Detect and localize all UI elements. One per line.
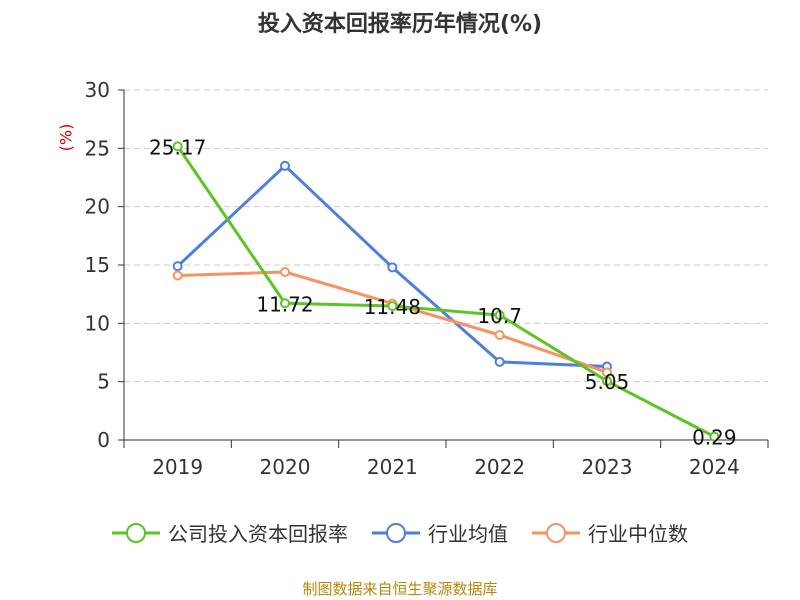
x-tick-label: 2021 [367,455,418,479]
data-point [387,262,398,273]
source-note: 制图数据来自恒生聚源数据库 [302,580,498,598]
y-tick-label: 30 [85,78,110,102]
legend-item[interactable]: 公司投入资本回报率 [112,518,348,547]
legend-label: 行业均值 [428,522,508,546]
chart-title: 投入资本回报率历年情况(%) [257,12,543,37]
legend: 公司投入资本回报率 行业均值 行业中位数 [0,518,800,547]
data-label: 0.29 [692,426,737,450]
data-labels: 25.17 11.72 11.48 10.7 5.05 0.29 [149,135,737,449]
data-point [709,431,720,442]
x-tick-label: 2024 [689,455,740,479]
y-tick-label: 5 [97,370,110,394]
line-chart: 0 5 10 15 20 25 30 2019 2020 2021 2022 2023 2024 25… [85,78,769,479]
series-line [176,145,716,438]
y-tick-label: 25 [85,136,110,160]
grid-lines [124,89,768,383]
legend-label: 公司投入资本回报率 [168,522,348,546]
x-tick-label: 2022 [474,455,525,479]
y-tick-label: 10 [85,311,110,335]
data-point [172,141,183,152]
x-tick-label: 2019 [152,455,203,479]
data-label: 11.48 [364,295,421,319]
data-point [280,267,290,277]
data-label: 5.05 [585,370,630,394]
data-point [280,160,290,171]
data-point [172,261,183,272]
x-tick-labels: 2019 2020 2021 2022 2023 2024 [152,455,740,479]
legend-swatch-icon [532,522,580,543]
x-tick-label: 2020 [260,455,311,479]
legend-swatch-icon [112,522,160,543]
data-label: 25.17 [149,135,206,159]
data-point [494,330,505,340]
y-tick-labels: 0 5 10 15 20 25 30 [85,78,110,452]
y-tick-label: 20 [85,195,110,219]
legend-item[interactable]: 行业中位数 [532,518,688,547]
data-point [494,356,505,367]
axes [118,89,769,448]
data-point [172,270,183,281]
data-label: 11.72 [256,292,313,316]
series-line [177,270,608,374]
data-point [602,376,612,387]
data-point [494,310,505,321]
y-tick-label: 0 [97,428,110,452]
legend-item[interactable]: 行业均值 [372,518,508,547]
legend-swatch-icon [372,522,420,543]
x-tick-label: 2023 [582,455,633,479]
data-label: 10.7 [477,304,522,328]
data-point [280,298,290,309]
series-lines [172,141,720,442]
legend-label: 行业中位数 [588,522,688,546]
y-tick-label: 15 [85,253,110,277]
data-point [387,301,398,312]
